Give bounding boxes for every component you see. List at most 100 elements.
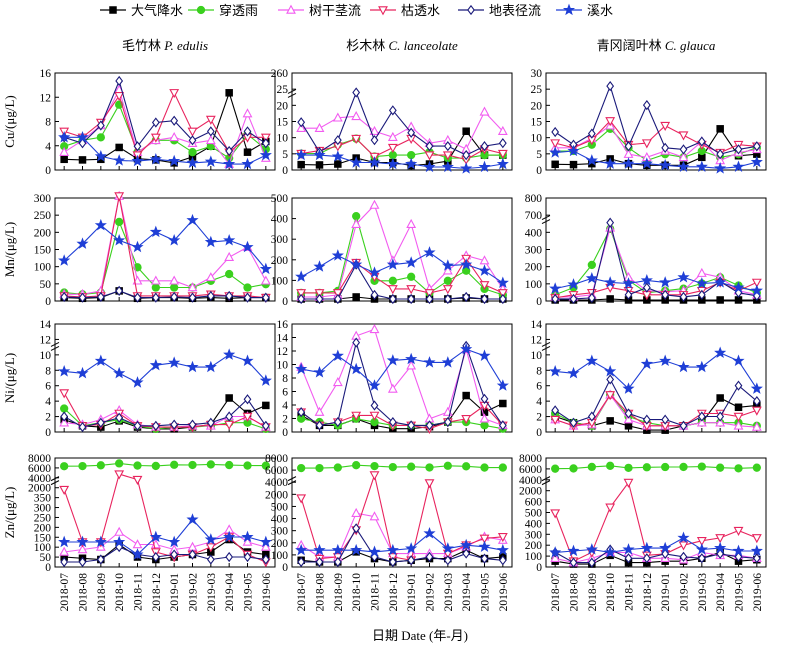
data-point (677, 270, 690, 283)
data-point (442, 285, 453, 295)
data-point (498, 420, 507, 431)
data-point (351, 411, 362, 421)
data-point (78, 556, 87, 568)
y-tick-label: 250 (34, 512, 52, 524)
series (60, 75, 270, 157)
data-point (58, 365, 71, 377)
data-point (441, 356, 454, 368)
legend-label: 穿透雨 (219, 3, 258, 18)
data-point (96, 291, 105, 303)
data-point (567, 278, 580, 290)
data-point (314, 289, 325, 299)
data-point (642, 282, 651, 293)
series (551, 217, 761, 305)
data-point (60, 404, 69, 413)
data-point (223, 530, 236, 543)
data-point (640, 357, 653, 370)
panel: 0 50 100 150 200 250 300 (34, 190, 276, 308)
data-point (623, 414, 634, 424)
x-tick-label: 2019-05 (480, 573, 492, 612)
data-point (498, 463, 507, 472)
data-point (225, 394, 233, 402)
data-point (205, 134, 216, 145)
series-line (64, 354, 267, 384)
series-line (64, 528, 266, 553)
data-point (604, 276, 617, 288)
data-point (315, 161, 324, 169)
panel: 0 100 200 300 400 500 (271, 193, 513, 308)
data-point (425, 463, 434, 472)
data-point (243, 292, 252, 303)
y-tick-label: 100 (34, 542, 52, 554)
data-point (480, 393, 489, 404)
data-point (315, 463, 324, 473)
x-tick-label: 2018-12 (388, 573, 400, 612)
data-point (168, 154, 181, 167)
series (60, 287, 270, 303)
data-point (549, 365, 562, 377)
x-tick-label: 2019-06 (498, 573, 510, 612)
legend-marker (286, 4, 296, 14)
data-point (352, 293, 360, 301)
series-line (64, 462, 266, 467)
data-point (386, 354, 399, 366)
x-tick-label: 2019-04 (715, 573, 727, 612)
data-point (94, 535, 107, 548)
data-point (622, 543, 635, 555)
series (58, 130, 272, 170)
y-tick-label: 100 (271, 550, 289, 562)
data-point (423, 246, 436, 258)
data-point (370, 289, 379, 301)
series-line (555, 222, 757, 300)
data-point (716, 548, 725, 560)
data-point (606, 295, 614, 303)
data-point (462, 462, 471, 471)
data-point (243, 394, 252, 405)
series (549, 144, 763, 174)
x-tick-label: 2019-06 (752, 573, 764, 612)
data-point (642, 99, 651, 111)
data-point (460, 538, 473, 551)
data-point (132, 539, 143, 549)
data-point (133, 420, 142, 431)
data-point (442, 265, 453, 275)
data-point (624, 289, 633, 300)
data-point (496, 379, 509, 391)
data-point (59, 546, 70, 556)
data-point (549, 146, 562, 158)
series-line (301, 138, 503, 159)
data-point (679, 462, 688, 472)
data-point (478, 264, 491, 276)
data-point (370, 461, 379, 471)
data-point (351, 507, 362, 517)
data-point (206, 554, 215, 565)
x-tick-label: 2018-09 (587, 573, 599, 612)
series (296, 199, 508, 301)
data-point (715, 534, 726, 544)
data-point (369, 199, 380, 209)
data-point (297, 293, 306, 305)
data-point (297, 160, 305, 169)
x-tick-label: 2019-03 (206, 573, 218, 612)
data-point (170, 460, 179, 469)
data-point (567, 144, 580, 157)
data-point (480, 463, 489, 472)
data-point (259, 148, 272, 161)
x-tick-label: 2019-01 (406, 573, 418, 612)
axis-break-mark (287, 89, 297, 98)
series (550, 391, 762, 432)
panel: 0 5 10 15 20 25 260 (271, 68, 513, 177)
series-line (301, 214, 503, 296)
y-tick-label: 8 (282, 373, 288, 385)
y-tick-label: 4 (536, 396, 542, 408)
data-point (170, 283, 179, 292)
data-point (350, 156, 363, 168)
data-point (169, 275, 180, 285)
data-point (334, 160, 342, 168)
data-point (113, 535, 126, 548)
y-tick-label: 800 (525, 193, 543, 205)
data-point (132, 475, 143, 485)
series (60, 394, 270, 433)
data-point (188, 419, 197, 430)
data-point (388, 276, 397, 285)
